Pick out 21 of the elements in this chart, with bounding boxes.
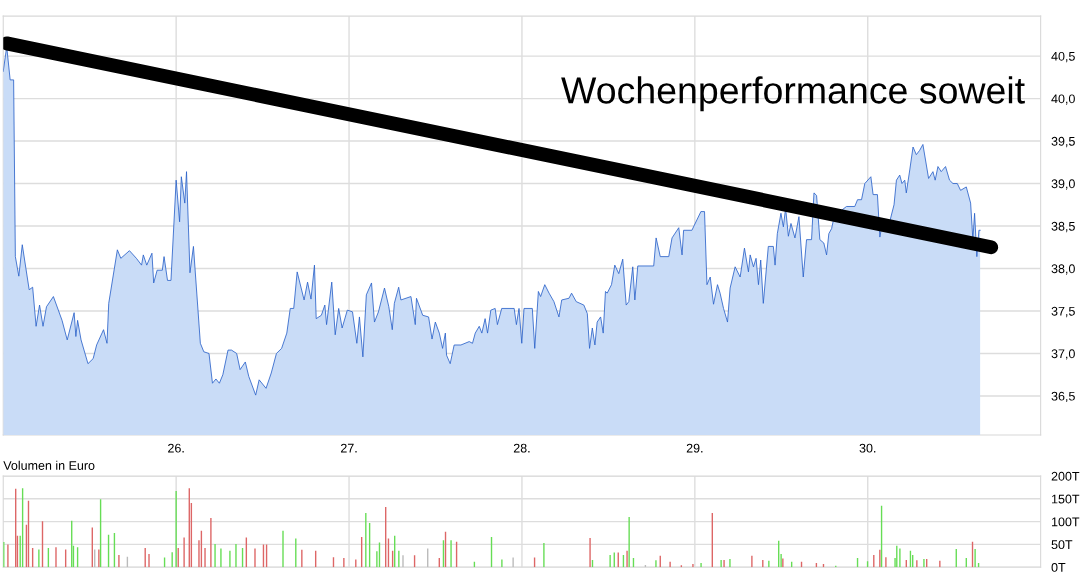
y-tick-label: 200T <box>1051 471 1080 481</box>
y-tick-label: 150T <box>1052 494 1080 504</box>
chart-title: Volumen in Euro <box>3 460 95 470</box>
y-tick-label: 0T <box>1051 562 1066 572</box>
x-tick-label: 29. <box>686 443 703 453</box>
y-tick-label: 38,5 <box>1051 221 1075 233</box>
y-tick-label: 100T <box>1052 517 1080 527</box>
annotation: Wochenperformance soweit <box>561 76 1025 112</box>
y-tick-label: 36,5 <box>1051 391 1075 403</box>
y-tick-label: 40,0 <box>1051 94 1075 105</box>
y-tick-label: 37,0 <box>1051 349 1075 360</box>
x-tick-label: 30. <box>859 443 876 453</box>
y-tick-label: 37,5 <box>1051 306 1075 318</box>
x-tick-label: 26. <box>168 443 184 453</box>
x-tick-label: 27. <box>340 443 357 453</box>
y-tick-label: 39,5 <box>1051 136 1075 148</box>
y-tick-label: 38,0 <box>1051 264 1075 275</box>
x-tick-label: 28. <box>513 443 530 453</box>
y-tick-label: 40,5 <box>1051 51 1075 63</box>
y-tick-label: 39,0 <box>1051 179 1075 190</box>
y-tick-label: 50T <box>1051 540 1073 550</box>
